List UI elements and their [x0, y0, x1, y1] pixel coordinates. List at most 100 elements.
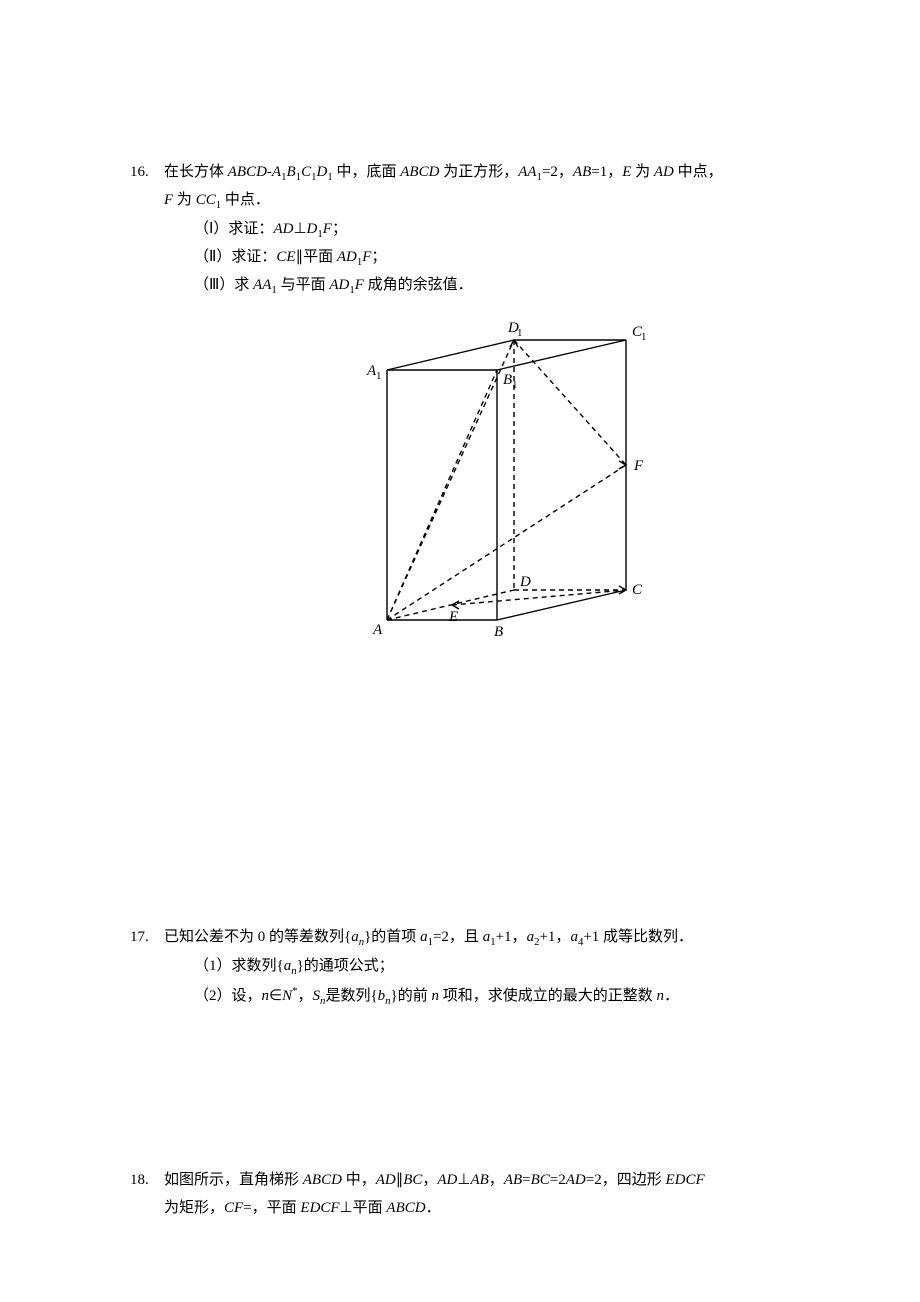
svg-text:A: A: [372, 622, 383, 638]
text: 为: [173, 192, 196, 208]
svg-text:E: E: [448, 609, 458, 625]
text: AD: [273, 221, 293, 237]
text: a: [570, 929, 578, 945]
svg-text:D: D: [519, 574, 531, 590]
text: ，: [298, 988, 313, 1004]
text: ABCD: [386, 1200, 425, 1216]
p18-stem-line2: 为矩形，CF=，平面 EDCF⊥平面 ABCD．: [164, 1196, 830, 1222]
text: AB: [504, 1172, 522, 1188]
text: 为矩形，: [164, 1200, 224, 1216]
problem-18-row: 18. 如图所示，直角梯形 ABCD 中，AD∥BC，AD⊥AB，AB=BC=2…: [130, 1168, 830, 1223]
text: ABCD: [303, 1172, 342, 1188]
text: C: [301, 164, 311, 180]
p16-stem-line1: 在长方体 ABCD-A1B1C1D1 中，底面 ABCD 为正方形，AA1=2，…: [164, 160, 830, 186]
text: 为正方形，: [439, 164, 518, 180]
text: =2，: [542, 164, 573, 180]
p16-q1: （Ⅰ）求证：AD⊥D1F；: [164, 217, 830, 243]
p16-stem-line2: F 为 CC1 中点．: [164, 188, 830, 214]
problem-18-body: 如图所示，直角梯形 ABCD 中，AD∥BC，AD⊥AB，AB=BC=2AD=2…: [164, 1168, 830, 1223]
text: 平面: [303, 249, 337, 265]
text: =2，四边形: [586, 1172, 666, 1188]
text: AD: [437, 1172, 457, 1188]
text: AD: [654, 164, 674, 180]
text: F: [323, 221, 332, 237]
text: n: [657, 988, 665, 1004]
text: 为: [631, 164, 654, 180]
text: CC: [196, 192, 216, 208]
text: AD: [566, 1172, 586, 1188]
text: AD: [329, 277, 349, 293]
text: 项和，求使成立的最大的正整数: [439, 988, 657, 1004]
text: 是数列{: [325, 988, 377, 1004]
text: 中，: [342, 1172, 376, 1188]
cuboid-diagram: A1D1C1B1ADCBFE: [342, 310, 652, 660]
problem-18-number: 18.: [130, 1168, 164, 1194]
p16-q3: （Ⅲ）求 AA1 与平面 AD1F 成角的余弦值．: [164, 273, 830, 299]
svg-text:B: B: [503, 372, 512, 388]
text: a: [351, 929, 359, 945]
text: ．: [664, 988, 679, 1004]
svg-text:1: 1: [517, 327, 523, 339]
text: BC: [403, 1172, 422, 1188]
text: n: [262, 988, 270, 1004]
text: ．: [426, 1200, 441, 1216]
p17-q1: （1）求数列{an}的通项公式；: [164, 954, 830, 980]
text: +1，: [539, 929, 570, 945]
text: F: [355, 277, 364, 293]
text: AA: [518, 164, 536, 180]
text: CF: [224, 1200, 243, 1216]
problem-17-row: 17. 已知公差不为 0 的等差数列{an}的首项 a1=2，且 a1+1，a2…: [130, 925, 830, 1012]
text: 中，底面: [333, 164, 401, 180]
text: D: [317, 164, 328, 180]
text: EDCF: [300, 1200, 339, 1216]
text: ；: [332, 221, 347, 237]
svg-text:F: F: [633, 458, 644, 474]
text: a: [420, 929, 428, 945]
text: AD: [337, 249, 357, 265]
text: }的通项公式；: [297, 958, 394, 974]
text: =，平面: [243, 1200, 300, 1216]
problem-16-body: 在长方体 ABCD-A1B1C1D1 中，底面 ABCD 为正方形，AA1=2，…: [164, 160, 830, 699]
p17-q2: （2）设，n∈N*，Sn是数列{bn}的前 n 项和，求使成立的最大的正整数 n…: [164, 982, 830, 1010]
text: AB: [573, 164, 591, 180]
text: （Ⅰ）求证：: [194, 221, 273, 237]
spacer: [130, 1038, 830, 1168]
page: 16. 在长方体 ABCD-A1B1C1D1 中，底面 ABCD 为正方形，AA…: [0, 0, 920, 1289]
text: 与平面: [277, 277, 330, 293]
text: N: [282, 988, 292, 1004]
text: 中点．: [221, 192, 270, 208]
text: （1）求数列{: [194, 958, 284, 974]
text: }的首项: [364, 929, 420, 945]
p18-stem-line1: 如图所示，直角梯形 ABCD 中，AD∥BC，AD⊥AB，AB=BC=2AD=2…: [164, 1168, 830, 1194]
problem-16: 16. 在长方体 ABCD-A1B1C1D1 中，底面 ABCD 为正方形，AA…: [130, 160, 830, 699]
problem-16-number: 16.: [130, 160, 164, 186]
text: ⊥平面: [340, 1200, 387, 1216]
text: ，: [489, 1172, 504, 1188]
text: E: [622, 164, 631, 180]
text: }的前: [391, 988, 432, 1004]
text: =: [522, 1172, 530, 1188]
text: （Ⅱ）求证：: [194, 249, 276, 265]
problem-17-body: 已知公差不为 0 的等差数列{an}的首项 a1=2，且 a1+1，a2+1，a…: [164, 925, 830, 1012]
text: B: [287, 164, 296, 180]
text: a: [527, 929, 535, 945]
text: ∥: [296, 249, 304, 265]
text: 已知公差不为 0 的等差数列{: [164, 929, 351, 945]
text: F: [164, 192, 173, 208]
svg-text:1: 1: [376, 370, 382, 382]
text: ⊥: [457, 1172, 470, 1188]
text: 成角的余弦值．: [364, 277, 473, 293]
problem-16-row: 16. 在长方体 ABCD-A1B1C1D1 中，底面 ABCD 为正方形，AA…: [130, 160, 830, 699]
text: +1，: [496, 929, 527, 945]
svg-text:1: 1: [512, 379, 518, 391]
p16-figure: A1D1C1B1ADCBFE: [164, 310, 830, 670]
text: ，: [422, 1172, 437, 1188]
text: ⊥: [293, 221, 306, 237]
p16-q2: （Ⅱ）求证：CE∥平面 AD1F；: [164, 245, 830, 271]
text: ；: [371, 249, 386, 265]
text: D: [307, 221, 318, 237]
text: EDCF: [665, 1172, 704, 1188]
text: （Ⅲ）求: [194, 277, 253, 293]
text: CE: [276, 249, 295, 265]
text: ∈: [269, 988, 282, 1004]
